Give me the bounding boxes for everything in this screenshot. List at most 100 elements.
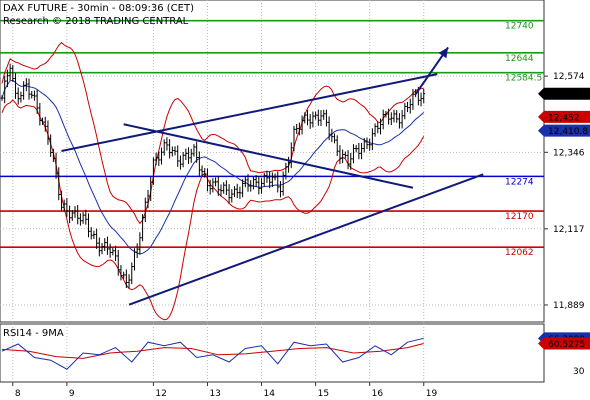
price-bar <box>271 172 274 187</box>
price-bar <box>81 212 85 224</box>
level-label-12062: 12062 <box>505 248 534 258</box>
price-bar <box>381 109 385 130</box>
price-bar <box>192 144 196 157</box>
price-bar <box>95 228 98 249</box>
price-bar <box>408 98 412 114</box>
price-bar <box>346 150 350 170</box>
price-bar <box>179 155 182 170</box>
price-bar <box>154 152 158 166</box>
price-bar <box>322 109 326 120</box>
price-bar <box>98 237 101 257</box>
price-bar <box>30 90 34 99</box>
bollinger-upper-band <box>1 41 424 225</box>
price-tag-bollinger-upper-box <box>538 110 590 123</box>
time-tick-label: 19 <box>426 389 438 399</box>
price-bar <box>198 151 201 176</box>
price-bar <box>354 144 358 153</box>
price-bar <box>189 148 193 163</box>
price-bar <box>141 214 144 242</box>
trendline-descending <box>123 123 414 189</box>
price-tag-bollinger-upper-text: 12,452 <box>548 113 580 123</box>
price-bar <box>25 78 28 92</box>
price-bar <box>273 173 277 181</box>
price-bar <box>114 245 117 261</box>
price-bar <box>116 249 120 276</box>
price-tick-label: 12,346 <box>553 148 585 158</box>
price-bar <box>422 88 426 104</box>
price-bar <box>317 109 320 126</box>
price-bar <box>35 90 39 114</box>
price-bar <box>219 184 223 197</box>
price-bar <box>143 197 147 223</box>
price-bar <box>260 178 263 194</box>
price-bar <box>276 171 280 193</box>
price-bar <box>376 121 380 134</box>
price-bar <box>146 189 150 209</box>
research-credit: Research © 2018 TRADING CENTRAL <box>3 16 189 27</box>
price-bar <box>133 248 136 271</box>
price-tick-label: 12,117 <box>553 225 585 235</box>
price-bar <box>371 128 374 151</box>
price-bar <box>127 274 131 289</box>
price-bar <box>325 109 328 127</box>
price-bar <box>368 138 371 151</box>
price-bar <box>392 109 396 123</box>
price-bar <box>379 118 382 135</box>
price-tag-moving-average-text: 12,410.8 <box>548 127 588 137</box>
price-bar <box>176 145 180 167</box>
price-bar <box>135 243 139 259</box>
price-bar <box>403 102 407 120</box>
price-bar <box>171 146 174 157</box>
price-bar <box>230 189 234 203</box>
price-bar <box>54 152 58 179</box>
price-bar <box>181 152 185 168</box>
price-bar <box>225 180 228 195</box>
rsi-tag-ma-text: 60.5275 <box>548 340 585 350</box>
price-bar <box>303 112 307 124</box>
price-bar <box>352 144 355 164</box>
level-label-12644: 12644 <box>505 54 534 64</box>
rsi-ma-line <box>1 343 424 359</box>
price-bar <box>333 133 336 144</box>
price-bar <box>62 199 66 212</box>
price-bar <box>292 125 296 152</box>
price-bar <box>79 213 82 226</box>
price-bar <box>157 151 161 166</box>
time-tick-label: 14 <box>264 389 276 399</box>
price-bar <box>308 114 312 129</box>
price-bar <box>106 236 109 255</box>
level-label-12740: 12740 <box>505 22 534 32</box>
price-bar <box>203 168 207 178</box>
price-bar <box>76 204 79 225</box>
price-bar <box>390 112 393 126</box>
price-bar <box>362 138 366 153</box>
rsi-tag-ma-box <box>538 337 590 350</box>
price-bar <box>216 175 220 196</box>
price-bar <box>335 135 339 156</box>
price-bar <box>195 141 198 163</box>
price-bar <box>87 213 90 238</box>
time-tick-label: 9 <box>69 389 75 399</box>
time-tick-label: 15 <box>318 389 329 399</box>
price-bar <box>173 146 177 156</box>
price-bar <box>6 69 9 88</box>
price-bar <box>184 148 188 161</box>
price-bar <box>419 92 423 107</box>
price-tick-label: 11,889 <box>553 301 585 311</box>
price-bar <box>89 227 93 240</box>
price-bar <box>108 243 112 258</box>
price-bar <box>300 115 304 135</box>
price-bar <box>214 177 217 187</box>
price-bar <box>249 180 253 192</box>
price-bar <box>130 262 134 285</box>
price-bar <box>238 186 242 199</box>
price-bar <box>111 247 115 256</box>
price-bar <box>387 108 390 125</box>
level-label-12584.5: 12584.5 <box>505 74 542 84</box>
price-horizontal-gridlines <box>0 75 544 306</box>
price-bar <box>8 63 12 81</box>
rsi-plot-frame <box>0 323 545 383</box>
price-bar <box>100 243 104 255</box>
price-bar <box>125 269 128 289</box>
price-bar <box>319 110 323 127</box>
